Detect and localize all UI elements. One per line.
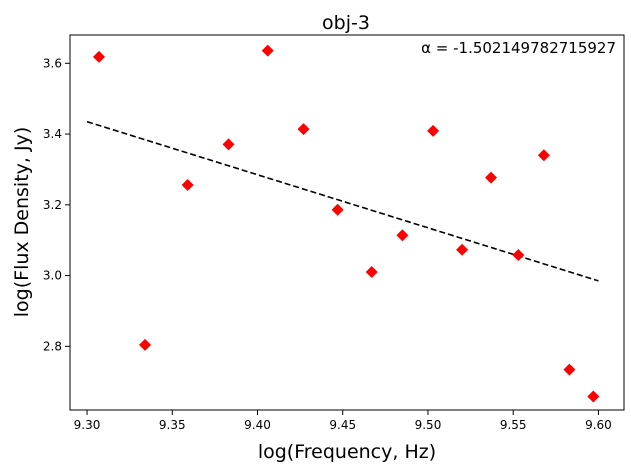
- chart-title: obj-3: [322, 12, 370, 34]
- data-point-diamond: [92, 50, 105, 63]
- data-point-diamond: [297, 123, 310, 136]
- y-tick-label: 3.2: [43, 198, 62, 212]
- data-point-diamond: [485, 171, 498, 184]
- data-point-diamond: [365, 266, 378, 279]
- x-tick-label: 9.60: [585, 418, 612, 432]
- y-axis-label: log(Flux Density, Jy): [11, 127, 33, 317]
- alpha-annotation: α = -1.502149782715927: [421, 39, 616, 57]
- plot-area: [69, 34, 625, 411]
- data-point-diamond: [456, 243, 469, 256]
- x-axis-label: log(Frequency, Hz): [258, 441, 436, 463]
- data-points: [92, 44, 600, 403]
- x-tick-label: 9.45: [329, 418, 356, 432]
- data-point-diamond: [537, 149, 550, 162]
- y-tick-label: 3.6: [43, 56, 62, 70]
- data-point-diamond: [181, 179, 194, 191]
- data-point-diamond: [139, 338, 152, 351]
- data-point-diamond: [331, 203, 344, 216]
- data-point-diamond: [587, 390, 600, 403]
- data-point-diamond: [563, 363, 576, 376]
- x-tick-label: 9.35: [159, 418, 186, 432]
- y-tick-label: 3.4: [43, 127, 62, 141]
- x-axis-ticks: 9.30 9.35 9.40 9.45 9.50 9.55 9.60: [74, 410, 612, 432]
- data-point-diamond: [427, 124, 440, 137]
- y-tick-label: 2.8: [43, 339, 62, 353]
- y-axis-ticks: 2.8 3.0 3.2 3.4 3.6: [43, 56, 70, 353]
- y-tick-label: 3.0: [43, 269, 62, 283]
- data-point-diamond: [512, 249, 525, 262]
- data-point-diamond: [222, 138, 235, 151]
- x-tick-label: 9.50: [415, 418, 442, 432]
- x-tick-label: 9.30: [74, 418, 101, 432]
- x-tick-label: 9.55: [500, 418, 527, 432]
- data-point-diamond: [396, 229, 409, 242]
- data-point-diamond: [261, 44, 274, 57]
- x-tick-label: 9.40: [244, 418, 271, 432]
